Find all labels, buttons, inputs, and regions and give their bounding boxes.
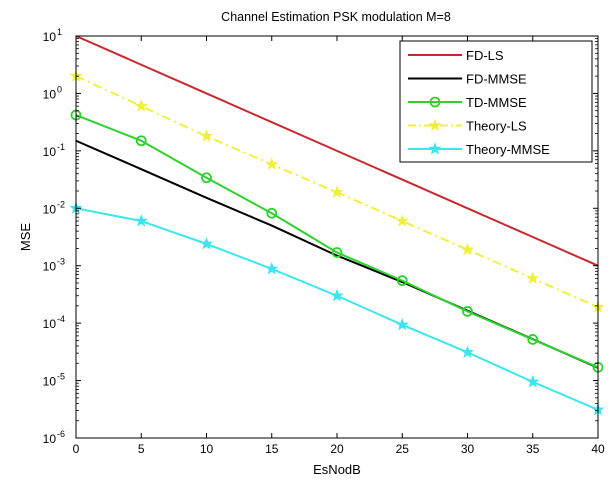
legend-item-theory-ls: Theory-LS [408,119,527,134]
data-point-td-mmse [201,172,212,184]
data-point-theory-ls [265,157,279,171]
legend-label-fd-ls: FD-LS [466,48,504,63]
legend-label-theory-ls: Theory-LS [466,119,527,134]
x-tick-label: 5 [138,442,145,456]
data-point-theory-ls [526,271,540,285]
legend-marker-td-mmse [429,96,441,108]
y-tick-exponent: -2 [57,199,65,209]
data-point-td-mmse [527,334,539,345]
data-point-theory-ls [395,214,409,227]
axis-ticks [75,35,599,439]
legend-item-td-mmse: TD-MMSE [408,95,527,110]
data-point-theory-mmse [330,288,344,302]
x-tick-label: 20 [330,442,344,456]
legend-marker-theory-ls [428,118,442,132]
x-tick-label: 15 [265,442,279,456]
legend-item-theory-mmse: Theory-MMSE [408,142,550,157]
y-tick-label: 10 [43,87,57,101]
data-point-theory-ls [134,99,148,112]
data-point-td-mmse [266,207,278,219]
y-tick-label: 10 [43,375,57,389]
y-tick-label: 10 [43,432,57,446]
y-tick-exponent: -1 [57,142,65,152]
y-tick-exponent: -5 [57,372,65,382]
y-tick-label: 10 [43,260,57,274]
chart-title: Channel Estimation PSK modulation M=8 [221,10,451,24]
x-axis-label: EsNodB [313,462,361,477]
y-tick-exponent: -3 [57,257,65,267]
series-line-td-mmse [75,114,599,369]
data-point-theory-mmse [265,261,279,275]
y-tick-exponent: -6 [57,429,65,439]
data-point-theory-ls [330,185,344,198]
y-tick-exponent: 1 [57,27,62,37]
x-tick-label: 30 [461,442,475,456]
y-tick-label: 10 [43,202,57,216]
series-lines [75,35,599,411]
x-tick-label: 40 [591,442,605,456]
data-point-td-mmse [462,306,473,317]
data-point-theory-ls [460,242,475,256]
x-tick-label: 35 [526,442,540,456]
legend-marker-theory-mmse [428,142,442,155]
y-tick-label: 10 [43,317,57,331]
data-point-td-mmse [331,247,343,258]
legend-item-fd-mmse: FD-MMSE [408,72,527,87]
data-point-td-mmse [135,135,147,147]
legend-item-fd-ls: FD-LS [408,48,504,63]
y-tick-exponent: -4 [57,314,65,324]
y-tick-label: 10 [43,30,57,44]
y-axis-label: MSE [18,223,33,252]
x-tick-label: 25 [396,442,410,456]
x-tick-labels: 0 5 10 15 20 25 30 35 40 [73,442,605,456]
legend-label-fd-mmse: FD-MMSE [466,72,527,87]
y-tick-exponent: 0 [57,84,62,94]
data-point-theory-ls [199,129,214,142]
data-point-theory-mmse [395,317,409,331]
data-point-theory-mmse [526,374,540,388]
data-point-theory-mmse [134,214,148,227]
series-line-fd-ls [75,35,599,267]
data-point-td-mmse [396,275,408,287]
legend: FD-LS FD-MMSE TD-MMSE Theory-LS Theory-MMSE [399,40,593,163]
y-tick-label: 10 [43,145,57,159]
legend-items: FD-LS FD-MMSE TD-MMSE Theory-LS Theory-MMSE [408,48,550,157]
x-tick-label: 10 [200,442,214,456]
legend-label-td-mmse: TD-MMSE [466,95,527,110]
data-point-theory-mmse [199,236,214,250]
x-tick-label: 0 [73,442,80,456]
data-point-theory-mmse [460,345,475,358]
legend-label-theory-mmse: Theory-MMSE [466,142,550,157]
